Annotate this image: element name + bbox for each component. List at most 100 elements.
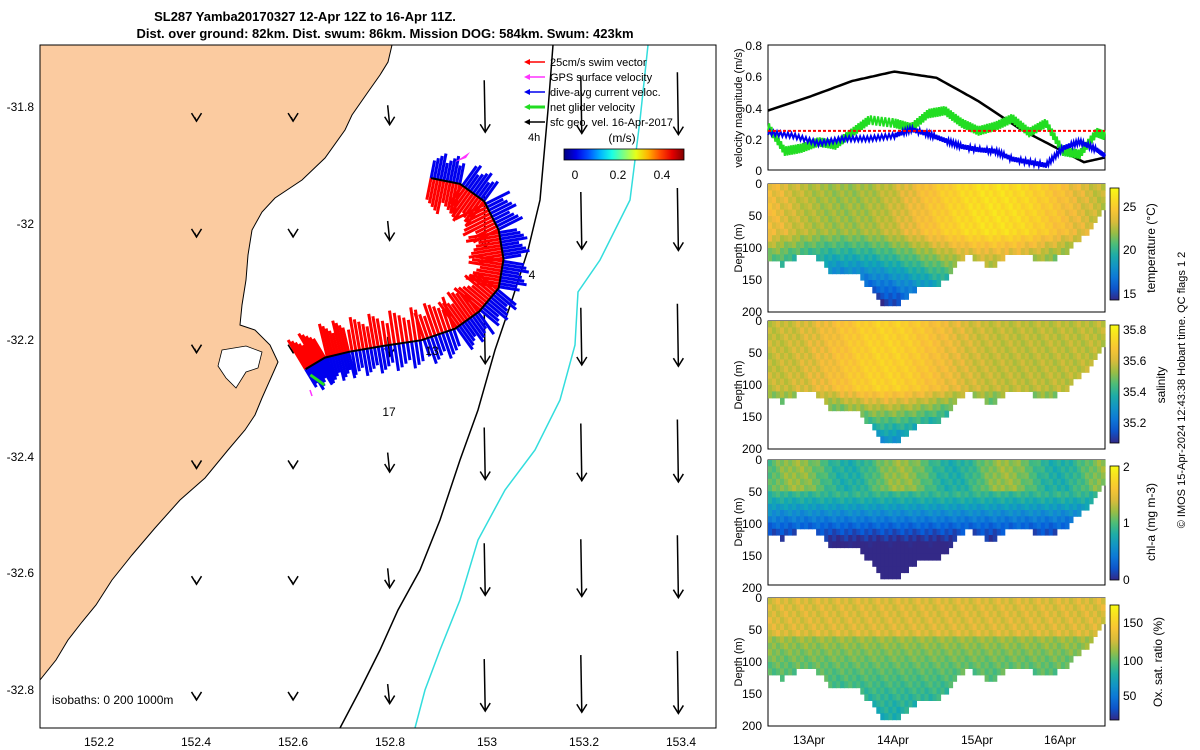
section-cell (1048, 642, 1054, 650)
section-cell (912, 372, 917, 380)
section-cell (856, 642, 861, 650)
section-cell (860, 203, 865, 211)
section-cell (992, 321, 998, 328)
section-cell (1024, 190, 1030, 198)
section-cell (912, 353, 917, 360)
section-cell (956, 378, 962, 386)
section-cell (932, 604, 938, 612)
section-cell (976, 623, 982, 631)
section-cell (1097, 327, 1102, 335)
section-cell (1036, 478, 1042, 486)
section-cell (1040, 485, 1046, 492)
section-cell (944, 510, 950, 517)
section-cell (1016, 485, 1022, 492)
section-cell (924, 674, 930, 682)
section-cell (828, 674, 833, 682)
section-cell (924, 662, 930, 669)
section-cell (884, 610, 889, 618)
section-cell (808, 649, 813, 657)
section-cell (824, 535, 829, 542)
section-cell (908, 700, 913, 708)
section-cell (952, 228, 958, 236)
section-cell (856, 662, 861, 669)
section-cell (1052, 478, 1058, 486)
section-cell (860, 630, 865, 637)
section-cell (904, 503, 909, 511)
section-cell (888, 365, 893, 373)
section-cell (868, 184, 873, 191)
section-cell (932, 410, 938, 418)
swim-vector (455, 292, 474, 317)
section-cell (1024, 340, 1030, 348)
section-cell (1040, 610, 1046, 618)
section-cell (848, 216, 853, 223)
section-cell (776, 333, 781, 341)
section-cell (988, 535, 994, 542)
section-cell (796, 642, 801, 650)
geo-velocity-arrow (287, 228, 299, 239)
section-cell (1089, 359, 1094, 367)
section-cell (888, 260, 893, 268)
section-cell (940, 485, 946, 492)
section-cell (892, 280, 897, 287)
section-cell (908, 598, 913, 605)
section-cell (1004, 196, 1010, 204)
section-cell (1060, 333, 1066, 341)
section-cell (872, 385, 877, 392)
section-cell (928, 321, 934, 328)
section-cell (844, 630, 849, 637)
dive-avg-vector (489, 201, 513, 215)
section-cell (820, 321, 825, 328)
section-cell (868, 510, 873, 517)
section-cell (1060, 655, 1066, 663)
map-legend: 25cm/s swim vector GPS surface velocity … (524, 57, 673, 144)
section-cell (824, 662, 829, 669)
section-cell (888, 649, 893, 657)
geo-velocity-arrow (576, 76, 588, 135)
section-cell (780, 478, 785, 486)
section-cell (836, 649, 841, 657)
section-cell (792, 528, 797, 536)
section-cell (952, 235, 958, 243)
section-cell (780, 617, 785, 625)
section-cell (776, 327, 781, 335)
section-cell (872, 417, 877, 424)
section-cell (936, 610, 942, 618)
section-cell (892, 378, 897, 386)
section-cell (812, 365, 817, 373)
section-cell (904, 617, 909, 625)
section-cell (988, 610, 994, 618)
section-cell (996, 642, 1002, 650)
section-cell (908, 404, 913, 412)
section-cell (952, 248, 958, 255)
section-cell (844, 222, 849, 230)
section-cell (980, 516, 986, 524)
section-cell (1084, 346, 1090, 354)
section-cell (896, 662, 901, 669)
section-cell (908, 636, 913, 644)
section-cell (1032, 668, 1038, 676)
section-cell (896, 687, 901, 695)
section-cell (796, 235, 801, 243)
section-cell (1097, 196, 1102, 204)
section-cell (1012, 598, 1018, 605)
section-cell (1000, 228, 1006, 236)
section-cell (1093, 353, 1098, 360)
section-cell (840, 260, 845, 268)
section-cell (816, 385, 821, 392)
section-cell (960, 528, 966, 536)
section-cell (916, 235, 921, 243)
section-cell (892, 203, 897, 211)
section-cell (860, 485, 865, 492)
section-cell (936, 321, 942, 328)
section-cell (1036, 340, 1042, 348)
section-cell (896, 378, 901, 386)
section-cell (784, 649, 789, 657)
section-cell (788, 642, 793, 650)
dive-avg-vector (393, 344, 400, 372)
section-cell (960, 378, 966, 386)
section-cell (1032, 254, 1038, 262)
section-cell (896, 617, 901, 625)
section-cell (832, 397, 837, 405)
section-cell (1032, 372, 1038, 380)
